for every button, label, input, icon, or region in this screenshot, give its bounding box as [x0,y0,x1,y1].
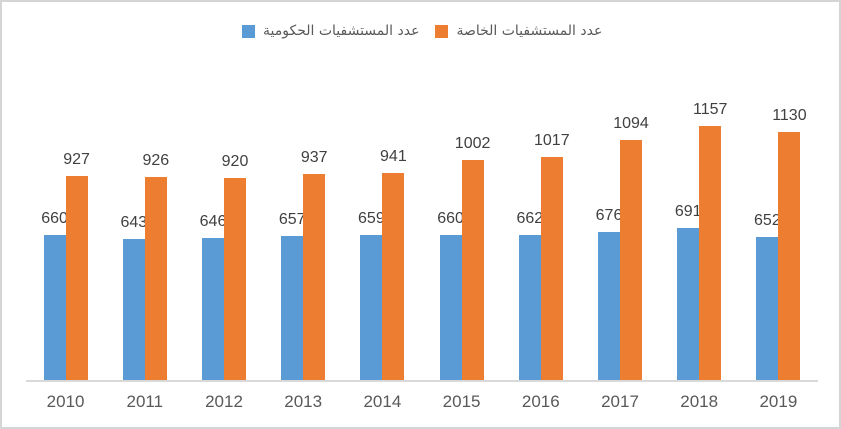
bar-private-2014 [382,173,405,380]
bar-government-2014 [360,235,383,380]
value-label-private-2010: 927 [63,151,90,168]
x-axis-line [26,380,818,382]
value-label-government-2017: 676 [595,207,623,224]
bar-private-2015 [461,160,484,380]
x-tick-label-2011: 2011 [126,392,164,411]
bar-government-2012 [202,238,224,380]
legend-item-government-hospitals: عدد المستشفيات الحكومية [242,23,419,40]
value-label-private-2013: 937 [300,149,328,166]
x-tick-label-2015: 2015 [442,392,481,411]
value-label-government-2010: 660 [41,210,68,227]
bar-government-2019 [756,237,779,380]
x-tick-label-2019: 2019 [759,392,798,411]
bar-government-2011 [122,239,145,380]
legend-label-private-hospitals: عدد المستشفيات الخاصة [456,23,603,39]
bar-government-2017 [598,232,620,380]
value-label-private-2016: 1017 [534,132,570,149]
bar-private-2013 [303,174,326,380]
x-tick-label-2010: 2010 [46,392,85,411]
bar-government-2016 [518,235,541,380]
bar-private-2019 [778,132,801,380]
bar-private-2011 [144,177,167,380]
value-label-private-2011: 926 [142,152,170,169]
x-tick-label-2018: 2018 [680,392,719,411]
value-label-private-2017: 1094 [613,115,649,132]
legend-swatch-private-icon [435,25,449,38]
bar-government-2015 [439,235,462,380]
bar-private-2017 [620,140,642,380]
value-label-private-2018: 1157 [692,101,728,118]
value-label-private-2019: 1130 [772,107,807,124]
value-label-government-2015: 660 [437,210,464,227]
bar-private-2010 [65,176,88,380]
bar-government-2018 [677,228,700,380]
x-tick-label-2017: 2017 [601,392,639,411]
bar-private-2018 [699,126,722,380]
x-tick-label-2013: 2013 [284,392,323,411]
value-label-government-2013: 657 [278,211,306,228]
value-label-government-2011: 643 [120,214,148,231]
x-tick-label-2016: 2016 [521,392,560,411]
value-label-government-2014: 659 [358,210,385,227]
bar-private-2016 [540,157,563,380]
value-label-private-2015: 1002 [454,135,491,152]
legend-swatch-government-icon [242,25,255,38]
bar-government-2010 [43,235,66,380]
legend-label-government-hospitals: عدد المستشفيات الحكومية [263,23,420,39]
value-label-government-2018: 691 [674,203,702,220]
bar-government-2013 [281,236,304,380]
legend-item-private-hospitals: عدد المستشفيات الخاصة [435,23,602,40]
value-label-government-2012: 646 [199,213,227,230]
value-label-private-2012: 920 [221,153,249,170]
value-label-private-2014: 941 [380,148,407,165]
value-label-government-2019: 652 [754,212,781,229]
x-tick-label-2014: 2014 [363,392,402,411]
value-label-government-2016: 662 [516,210,544,227]
x-tick-label-2012: 2012 [205,392,243,411]
bar-private-2012 [224,178,246,380]
legend: عدد المستشفيات الحكومية عدد المستشفيات ا… [242,23,602,40]
